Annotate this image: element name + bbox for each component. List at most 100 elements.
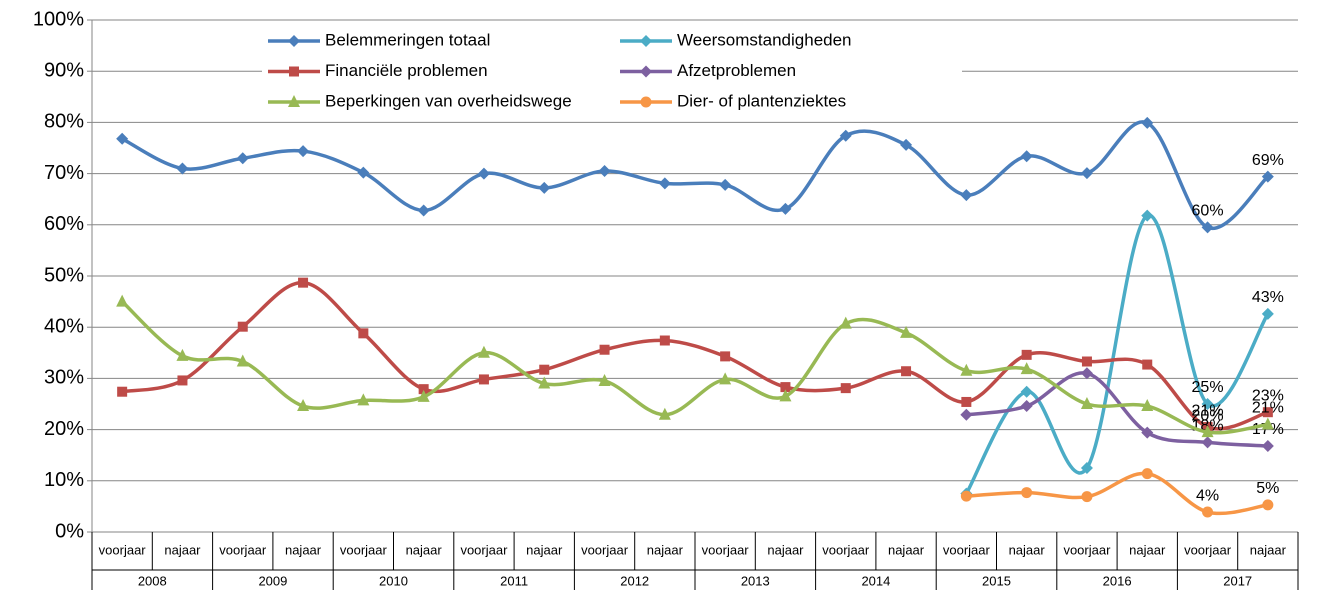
legend-bg <box>262 28 962 116</box>
x-tick-label: najaar <box>406 542 443 557</box>
marker <box>598 373 611 386</box>
marker <box>1261 417 1274 430</box>
value-label: 25% <box>1192 379 1224 396</box>
value-label: 21% <box>1252 400 1284 417</box>
marker <box>357 393 370 406</box>
marker <box>1081 491 1093 503</box>
marker <box>1261 439 1274 452</box>
x-tick-label: voorjaar <box>581 542 629 557</box>
marker <box>116 132 129 145</box>
y-tick-label: 90% <box>44 59 84 81</box>
y-tick-label: 0% <box>55 520 84 542</box>
legend-label: Afzetproblemen <box>677 61 796 80</box>
x-tick-label: voorjaar <box>1063 542 1111 557</box>
x-tick-label: najaar <box>164 542 201 557</box>
value-label: 21% <box>1192 402 1224 419</box>
marker <box>357 166 370 179</box>
marker <box>599 344 610 355</box>
marker <box>658 407 671 420</box>
x-group-label: 2012 <box>620 573 649 588</box>
marker <box>289 66 299 77</box>
legend-label: Financiële problemen <box>325 61 488 80</box>
marker <box>116 294 129 307</box>
legend: Belemmeringen totaal Weersomstandigheden F… <box>262 28 962 116</box>
marker <box>779 389 792 402</box>
marker <box>960 363 973 376</box>
legend-label: Weersomstandigheden <box>677 30 852 49</box>
x-tick-label: voorjaar <box>1184 542 1232 557</box>
y-tick-label: 100% <box>33 8 84 30</box>
value-label: 60% <box>1192 203 1224 220</box>
legend-label: Beperkingen van overheidswege <box>325 91 572 110</box>
value-label: 4% <box>1196 487 1219 504</box>
value-label: 23% <box>1252 387 1284 404</box>
marker <box>237 321 248 332</box>
marker <box>719 372 732 385</box>
marker <box>1080 397 1093 409</box>
marker <box>1142 359 1153 370</box>
marker <box>477 345 490 358</box>
marker <box>840 383 851 394</box>
marker <box>176 162 189 175</box>
marker <box>1021 349 1032 360</box>
x-tick-label: voorjaar <box>822 542 870 557</box>
marker <box>1201 398 1214 410</box>
marker <box>1141 426 1154 439</box>
marker <box>961 396 972 407</box>
legend-label: Dier- of plantenziektes <box>677 91 846 110</box>
marker <box>1020 400 1033 413</box>
x-group-label: 2011 <box>500 573 528 588</box>
marker <box>1201 221 1214 234</box>
marker <box>960 408 973 421</box>
x-tick-label: najaar <box>767 542 804 557</box>
marker <box>477 167 490 180</box>
marker <box>1141 209 1154 222</box>
marker <box>288 35 300 47</box>
marker <box>1141 399 1154 412</box>
x-tick-label: najaar <box>1009 542 1046 557</box>
marker <box>1080 462 1093 474</box>
x-tick-label: voorjaar <box>460 542 508 557</box>
x-group-label: 2008 <box>138 573 167 588</box>
marker <box>417 389 430 402</box>
marker <box>640 65 652 78</box>
marker <box>720 351 731 362</box>
marker <box>960 189 973 202</box>
series-line <box>121 120 1270 231</box>
marker <box>1020 362 1033 375</box>
marker <box>1202 506 1214 518</box>
legend-label: Belemmeringen totaal <box>325 30 490 49</box>
marker <box>1020 385 1033 398</box>
y-tick-label: 60% <box>44 213 84 235</box>
series-line <box>966 471 1269 516</box>
x-group-label: 2014 <box>861 573 890 588</box>
marker <box>236 152 249 165</box>
y-tick-label: 70% <box>44 162 84 184</box>
marker <box>538 376 551 389</box>
x-group-label: 2016 <box>1103 573 1132 588</box>
marker <box>1080 167 1093 180</box>
x-tick-label: najaar <box>1250 542 1287 557</box>
x-tick-label: najaar <box>526 542 563 557</box>
x-tick-label: voorjaar <box>99 542 147 557</box>
marker <box>1141 116 1154 129</box>
y-tick-label: 30% <box>44 367 84 389</box>
marker <box>236 354 249 367</box>
x-tick-label: voorjaar <box>219 542 267 557</box>
marker <box>176 348 189 361</box>
value-label: 20% <box>1192 407 1224 424</box>
x-tick-label: najaar <box>1129 542 1166 557</box>
marker <box>177 375 188 386</box>
x-tick-label: voorjaar <box>702 542 750 557</box>
marker <box>900 325 913 338</box>
marker <box>288 95 300 107</box>
x-tick-label: voorjaar <box>340 542 388 557</box>
y-tick-label: 10% <box>44 469 84 491</box>
value-label: 43% <box>1252 289 1284 306</box>
marker <box>1201 436 1214 449</box>
x-tick-label: voorjaar <box>943 542 991 557</box>
marker <box>298 277 309 288</box>
marker <box>1020 150 1033 163</box>
